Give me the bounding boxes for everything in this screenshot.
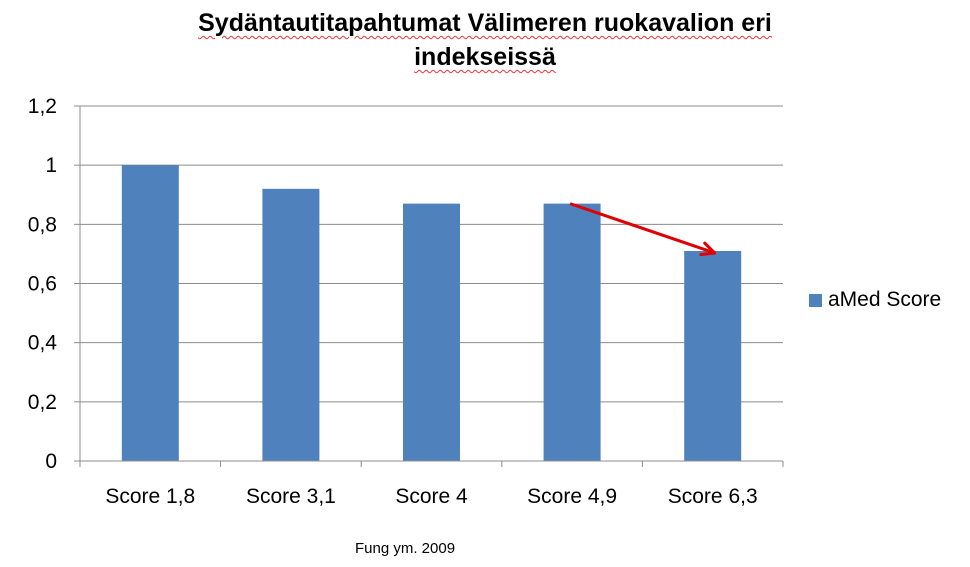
- bar: [403, 203, 460, 461]
- bars: [121, 165, 742, 462]
- annotation-arrow: [569, 202, 717, 257]
- y-tick-label: 1: [45, 154, 57, 177]
- x-category-label: Score 4,9: [527, 485, 617, 508]
- bar: [121, 165, 179, 461]
- x-category-label: Score 3,1: [246, 485, 336, 508]
- chart-title-line-1: Sydäntautitapahtumat Välimeren ruokavali…: [198, 9, 772, 37]
- y-tick-label: 1,2: [28, 95, 57, 118]
- y-tick-label: 0,6: [28, 273, 57, 296]
- bar: [543, 203, 601, 461]
- y-tick-label: 0: [45, 450, 57, 473]
- annotation-arrow-head: [699, 241, 717, 257]
- x-category-label: Score 4: [395, 485, 468, 508]
- source-note: Fung ym. 2009: [355, 540, 456, 557]
- y-tick-label: 0,2: [28, 391, 57, 414]
- annotation-arrow-shaft: [569, 202, 716, 255]
- y-tick-label: 0,8: [28, 213, 57, 236]
- y-tick-label: 0,4: [28, 332, 58, 355]
- legend-label: aMed Score: [828, 288, 942, 311]
- bar: [262, 188, 320, 462]
- axes: [74, 105, 784, 467]
- y-tick-labels: 0 0,2 0,4 0,6 0,8 1 1,2: [28, 95, 58, 473]
- chart-title-line-2: indekseissä: [414, 43, 556, 71]
- x-category-label: Score 6,3: [668, 485, 758, 508]
- bar: [684, 250, 742, 461]
- legend-swatch: [809, 293, 822, 307]
- x-category-labels: Score 1,8 Score 3,1 Score 4 Score 4,9 Score …: [105, 485, 757, 508]
- legend: aMed Score: [809, 288, 941, 312]
- chart-title: Sydäntautitapahtumat Välimeren ruokavali…: [0, 6, 970, 74]
- x-category-label: Score 1,8: [105, 485, 195, 508]
